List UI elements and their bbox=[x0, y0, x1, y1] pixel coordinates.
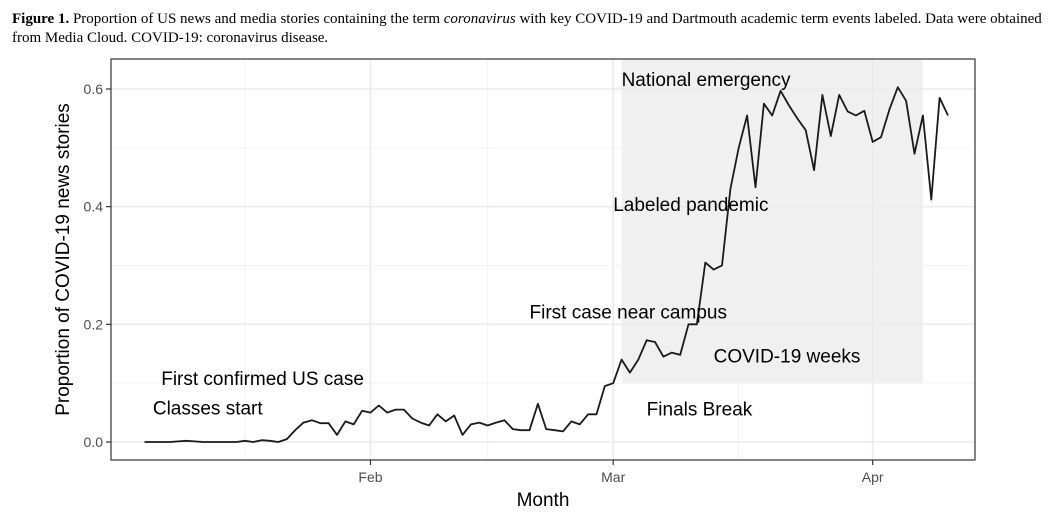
y-tick-label-1: 0.2 bbox=[84, 316, 104, 332]
grid-layer bbox=[111, 59, 975, 460]
x-tick-label-1: Mar bbox=[601, 469, 625, 485]
y-tick-label-2: 0.4 bbox=[84, 199, 104, 215]
y-tick-label-3: 0.6 bbox=[84, 81, 104, 97]
figure-label: Figure 1. bbox=[12, 11, 70, 27]
plot-panel-border bbox=[110, 58, 976, 461]
figure-caption: Figure 1. Proportion of US news and medi… bbox=[12, 10, 1042, 48]
x-axis-title: Month bbox=[517, 490, 570, 511]
annotation-layer: Classes start First confirmed US case Firs… bbox=[153, 70, 861, 420]
annotation-2: First case near campus bbox=[530, 302, 727, 323]
annotation-3: Labeled pandemic bbox=[613, 195, 768, 216]
annotation-0: Classes start bbox=[153, 398, 264, 419]
annotation-4: National emergency bbox=[622, 70, 791, 91]
series-layer bbox=[144, 86, 949, 443]
x-tick-label-2: Apr bbox=[862, 469, 884, 485]
caption-text-after: with key COVID-19 and Dartmouth academic… bbox=[12, 11, 1042, 46]
shaded-region bbox=[621, 60, 923, 384]
caption-term: coronavirus bbox=[443, 11, 516, 27]
shaded-region-layer bbox=[621, 60, 923, 384]
x-tick-label-0: Feb bbox=[358, 469, 382, 485]
annotation-5: COVID-19 weeks bbox=[714, 347, 861, 368]
series-line-0 bbox=[144, 86, 949, 443]
y-tick-label-0: 0.0 bbox=[84, 434, 104, 450]
annotation-6: Finals Break bbox=[647, 400, 753, 421]
caption-text-before: Proportion of US news and media stories … bbox=[69, 11, 444, 27]
y-axis-title: Proportion of COVID-19 news stories bbox=[53, 103, 74, 416]
annotation-1: First confirmed US case bbox=[161, 369, 364, 390]
axis-layer: 0.0 0.2 0.4 0.6 Feb Mar Apr bbox=[84, 58, 976, 485]
